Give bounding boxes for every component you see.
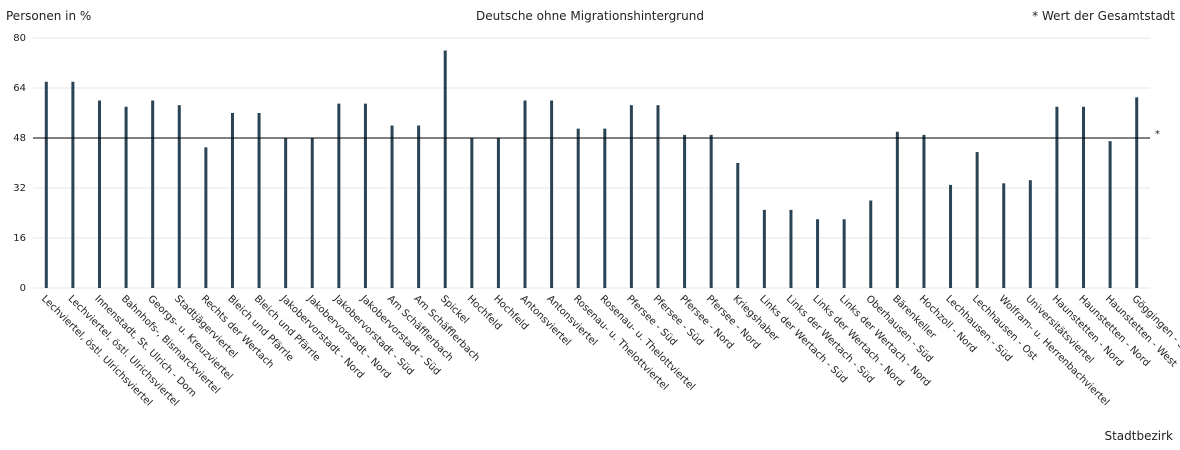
bar xyxy=(949,184,953,288)
x-axis-label: Stadtbezirk xyxy=(1104,429,1173,443)
bar xyxy=(496,138,500,288)
chart-title: Deutsche ohne Migrationshintergrund xyxy=(476,9,704,23)
y-tick-label: 32 xyxy=(13,183,26,194)
bar xyxy=(629,105,633,288)
bar xyxy=(762,209,766,288)
bar xyxy=(736,163,740,288)
bar xyxy=(44,81,48,288)
y-axis-label: Personen in % xyxy=(6,9,91,23)
bar xyxy=(523,100,527,288)
bar xyxy=(151,100,155,288)
bar xyxy=(470,138,474,288)
bar xyxy=(1002,183,1006,288)
bar xyxy=(284,138,288,288)
legend-note: * Wert der Gesamtstadt xyxy=(1032,9,1175,23)
bar xyxy=(709,134,713,288)
bar xyxy=(656,105,660,288)
bar xyxy=(230,113,234,288)
bar xyxy=(789,209,793,288)
bar xyxy=(417,125,421,288)
bar xyxy=(922,134,926,288)
bar xyxy=(337,103,341,288)
bar xyxy=(842,219,846,288)
y-tick-label: 80 xyxy=(13,33,26,44)
bar xyxy=(1082,106,1086,288)
bar xyxy=(363,103,367,288)
bar xyxy=(443,50,447,288)
y-tick-label: 48 xyxy=(13,133,26,144)
bar xyxy=(1108,141,1112,288)
bar xyxy=(683,134,687,288)
bar xyxy=(257,113,261,288)
y-tick-label: 64 xyxy=(13,83,26,94)
bar xyxy=(895,131,899,288)
bar xyxy=(1135,97,1139,288)
bar xyxy=(310,138,314,288)
bar xyxy=(390,125,394,288)
bar xyxy=(603,128,607,288)
reference-marker: * xyxy=(1155,129,1160,140)
bar xyxy=(124,106,128,288)
bar xyxy=(97,100,101,288)
bar xyxy=(204,147,208,288)
bar xyxy=(869,200,873,288)
bar xyxy=(1028,180,1032,288)
bar xyxy=(71,81,75,288)
bar xyxy=(816,219,820,288)
bar xyxy=(975,152,979,288)
bar xyxy=(550,100,554,288)
y-tick-label: 0 xyxy=(20,283,26,294)
bar xyxy=(1055,106,1059,288)
bar xyxy=(576,128,580,288)
bar xyxy=(177,105,181,288)
y-tick-label: 16 xyxy=(13,233,26,244)
